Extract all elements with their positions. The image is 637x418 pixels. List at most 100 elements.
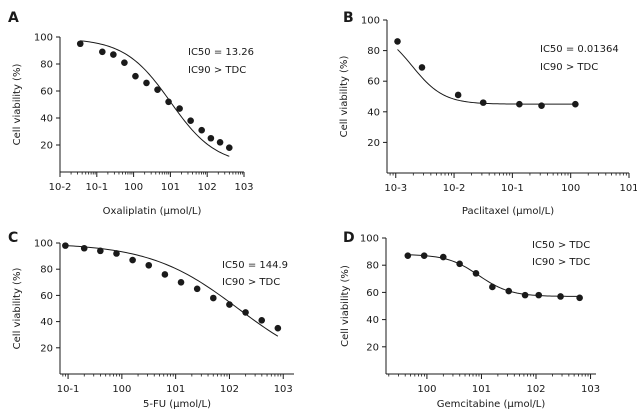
y-tick-label: 20 (40, 141, 53, 152)
data-point (207, 134, 215, 142)
y-tick-label: 40 (366, 315, 379, 326)
y-axis-title: Cell viability (%) (339, 56, 350, 138)
y-tick-label: 40 (40, 317, 53, 328)
panel-letter: B (343, 10, 354, 26)
data-point (242, 309, 249, 316)
x-tick-label: 100 (124, 182, 143, 193)
data-point (225, 144, 233, 151)
x-tick-label: 10-1 (501, 183, 524, 194)
y-tick-label: 60 (40, 87, 53, 98)
y-tick-label: 60 (40, 291, 53, 302)
y-tick-label: 20 (40, 343, 53, 354)
x-tick-label: 102 (198, 182, 217, 193)
data-point (439, 253, 447, 261)
x-tick-label: 102 (526, 384, 545, 395)
data-point (97, 247, 104, 255)
ic90-annotation: IC90 > TDC (188, 65, 246, 76)
y-tick-label: 80 (40, 60, 53, 71)
x-axis-title: 5-FU (µmol/L) (143, 399, 211, 410)
x-tick-label: 101 (161, 182, 180, 193)
panel-b: B 20 40 60 80 100 10-3 10-2 10-1 100 101 Paclitaxel… (339, 10, 637, 217)
ic50-annotation: IC50 = 0.01364 (540, 44, 619, 55)
ic90-annotation: IC90 > TDC (532, 257, 590, 268)
data-point (143, 79, 150, 87)
data-point (420, 252, 428, 259)
x-axis-title: Gemcitabine (µmol/L) (437, 399, 546, 410)
y-tick-label: 100 (34, 239, 53, 250)
data-point (193, 285, 201, 293)
ic90-annotation: IC90 > TDC (540, 62, 598, 73)
data-point (216, 139, 224, 146)
y-tick-label: 60 (366, 288, 379, 299)
data-point (572, 100, 579, 108)
y-tick-label: 80 (367, 46, 380, 57)
ic50-annotation: IC50 = 13.26 (188, 47, 254, 58)
data-point (161, 271, 169, 278)
data-point (535, 291, 543, 299)
data-point (121, 59, 128, 66)
data-point (521, 291, 529, 299)
x-axis-title: Paclitaxel (µmol/L) (462, 206, 554, 217)
x-axis-title: Oxaliplatin (µmol/L) (103, 206, 202, 217)
panel-a: A 20 40 60 80 100 10-2 10-1 100 101 102 103 Oxalipla… (8, 10, 254, 217)
data-point (404, 252, 412, 259)
data-point (176, 105, 183, 112)
x-tick-label: 102 (220, 384, 239, 395)
data-point (113, 250, 120, 257)
y-tick-label: 40 (40, 114, 53, 125)
data-point (538, 102, 545, 109)
y-tick-label: 80 (40, 265, 53, 276)
data-point (132, 72, 139, 80)
ic50-annotation: IC50 = 144.9 (222, 260, 288, 271)
data-point (154, 86, 161, 93)
y-tick-label: 20 (367, 138, 380, 149)
y-axis-title: Cell viability (%) (12, 268, 23, 350)
x-tick-label: 101 (166, 384, 185, 395)
x-tick-label: 101 (472, 384, 491, 395)
data-point (557, 293, 564, 300)
y-tick-label: 20 (366, 342, 379, 353)
panel-c: C 20 40 60 80 100 10-1 100 101 102 103 5-FU (µmol/L… (8, 230, 294, 410)
data-point (489, 283, 496, 291)
x-tick-label: 100 (417, 384, 436, 395)
data-point (454, 91, 462, 99)
ic90-annotation: IC90 > TDC (222, 277, 280, 288)
x-tick-label: 103 (234, 182, 253, 193)
data-point (505, 287, 513, 295)
data-point (418, 64, 426, 71)
y-tick-label: 100 (34, 33, 53, 44)
x-tick-label: 10-3 (384, 183, 407, 194)
x-tick-label: 10-1 (85, 182, 108, 193)
fit-curve (80, 40, 230, 157)
panel-letter: D (343, 230, 355, 246)
data-point (226, 301, 233, 308)
y-tick-label: 60 (367, 77, 380, 88)
data-point (479, 99, 487, 106)
data-point (258, 316, 266, 324)
x-tick-label: 103 (581, 384, 600, 395)
y-tick-label: 80 (366, 261, 379, 272)
y-axis-title: Cell viability (%) (340, 265, 351, 347)
y-axis-title: Cell viability (%) (12, 64, 23, 146)
x-tick-label: 10-1 (57, 384, 80, 395)
data-point (80, 244, 88, 252)
data-point (274, 324, 282, 332)
x-tick-label: 10-2 (49, 182, 72, 193)
data-point (394, 38, 401, 45)
data-point (210, 294, 217, 302)
y-tick-label: 100 (361, 16, 380, 27)
y-tick-label: 100 (360, 234, 379, 245)
fit-curve (397, 49, 576, 105)
data-point (62, 242, 69, 249)
x-tick-label: 100 (561, 183, 580, 194)
data-point (110, 51, 117, 58)
panel-letter: C (8, 230, 18, 246)
data-point (576, 294, 583, 302)
ic50-annotation: IC50 > TDC (532, 240, 590, 251)
panel-letter: A (8, 10, 19, 26)
data-point (177, 279, 185, 286)
data-point (76, 40, 84, 48)
data-point (145, 261, 153, 269)
y-tick-label: 40 (367, 107, 380, 118)
